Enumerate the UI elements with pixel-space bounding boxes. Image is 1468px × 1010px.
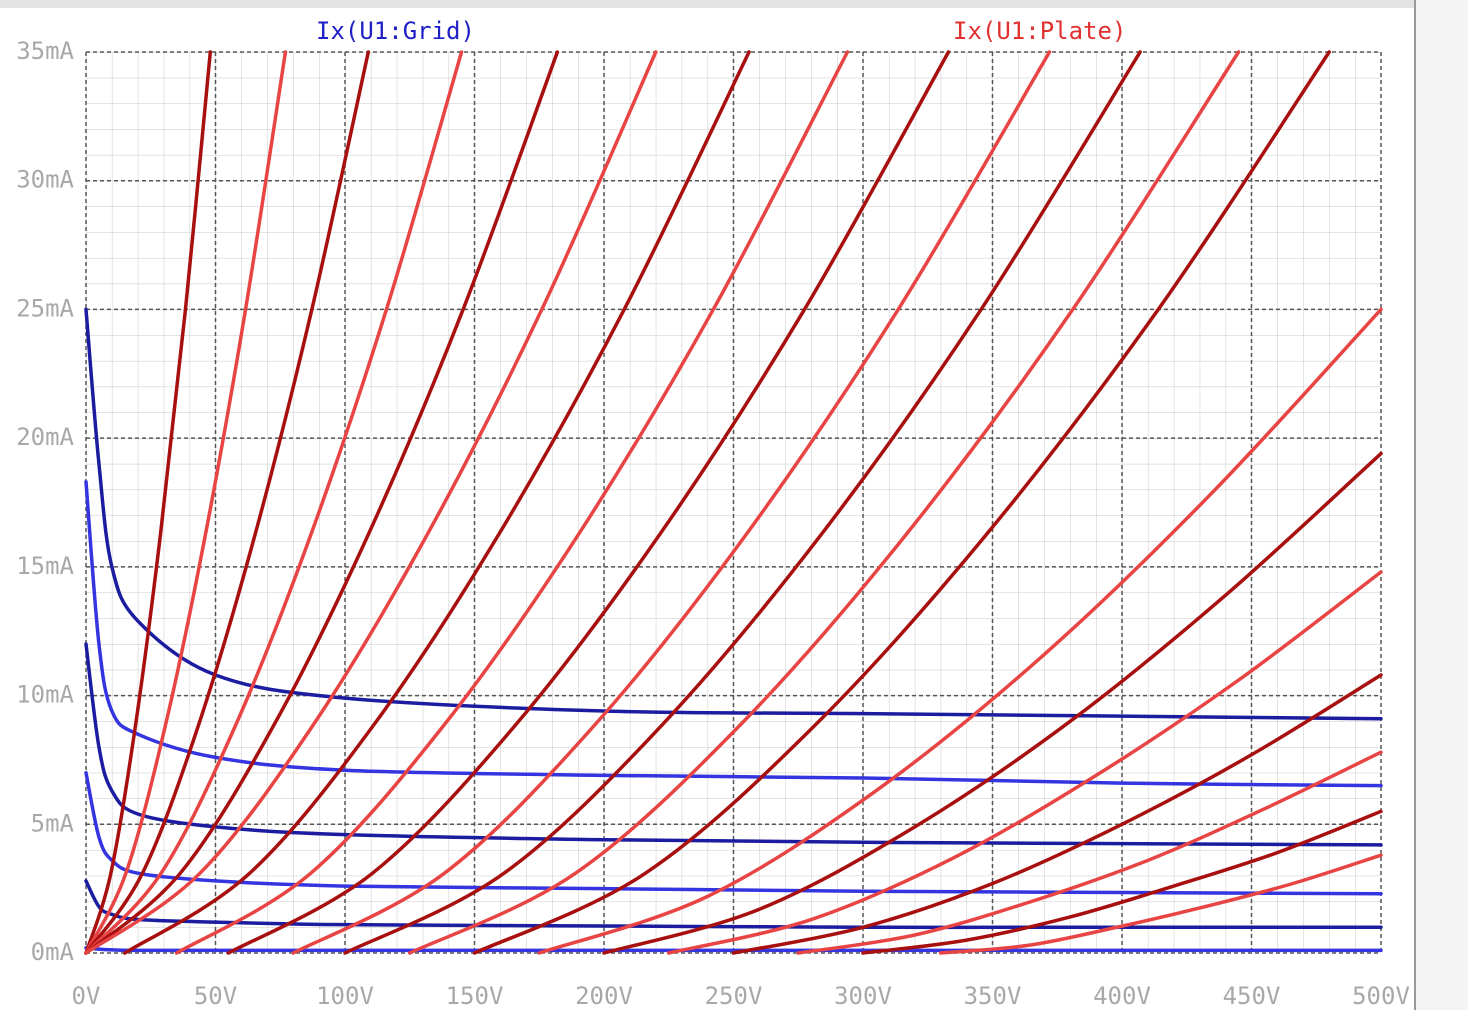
trace [84,50,464,955]
x-tick-label: 0V [72,982,101,1010]
side-panel [1415,0,1468,1010]
x-tick-label: 300V [834,982,892,1010]
y-tick-label: 5mA [31,809,75,837]
trace [84,480,1383,788]
trace [408,50,1241,955]
x-tick-label: 100V [316,982,374,1010]
y-tick-label: 25mA [16,294,74,322]
trace [938,853,1383,955]
x-tick-label: 450V [1223,982,1281,1010]
grid [85,51,1382,954]
trace [84,50,213,955]
trace [226,50,951,955]
trace [84,879,1383,930]
legend-entry: Ix(U1:Plate) [953,17,1126,45]
y-tick-label: 15mA [16,552,74,580]
y-tick-label: 20mA [16,423,74,451]
trace [123,50,751,955]
trace [84,50,371,955]
trace [84,50,288,955]
trace [84,50,658,955]
y-tick-label: 30mA [16,166,74,194]
trace [602,451,1383,955]
trace [472,50,1331,955]
traces [84,50,1383,955]
y-tick-label: 0mA [31,938,75,966]
legend-entry: Ix(U1:Grid) [316,17,475,45]
x-tick-label: 150V [446,982,504,1010]
x-tick-label: 200V [575,982,633,1010]
x-tick-label: 500V [1352,982,1410,1010]
trace [796,750,1383,955]
x-tick-label: 350V [964,982,1022,1010]
trace [537,307,1383,955]
ticks: 0V 50V 100V 150V 200V 250V 300V 350V 400V 450V 500… [16,37,1410,1010]
trace [861,809,1383,955]
x-tick-label: 400V [1093,982,1151,1010]
top-strip [0,0,1415,8]
trace [291,50,1052,955]
x-tick-label: 250V [705,982,763,1010]
trace [84,50,560,955]
y-tick-label: 35mA [16,37,74,65]
trace [343,50,1142,955]
trace [174,50,850,955]
x-tick-label: 50V [194,982,237,1010]
y-tick-label: 10mA [16,681,74,709]
trace [84,307,1383,721]
trace [731,673,1383,955]
trace [667,570,1383,955]
